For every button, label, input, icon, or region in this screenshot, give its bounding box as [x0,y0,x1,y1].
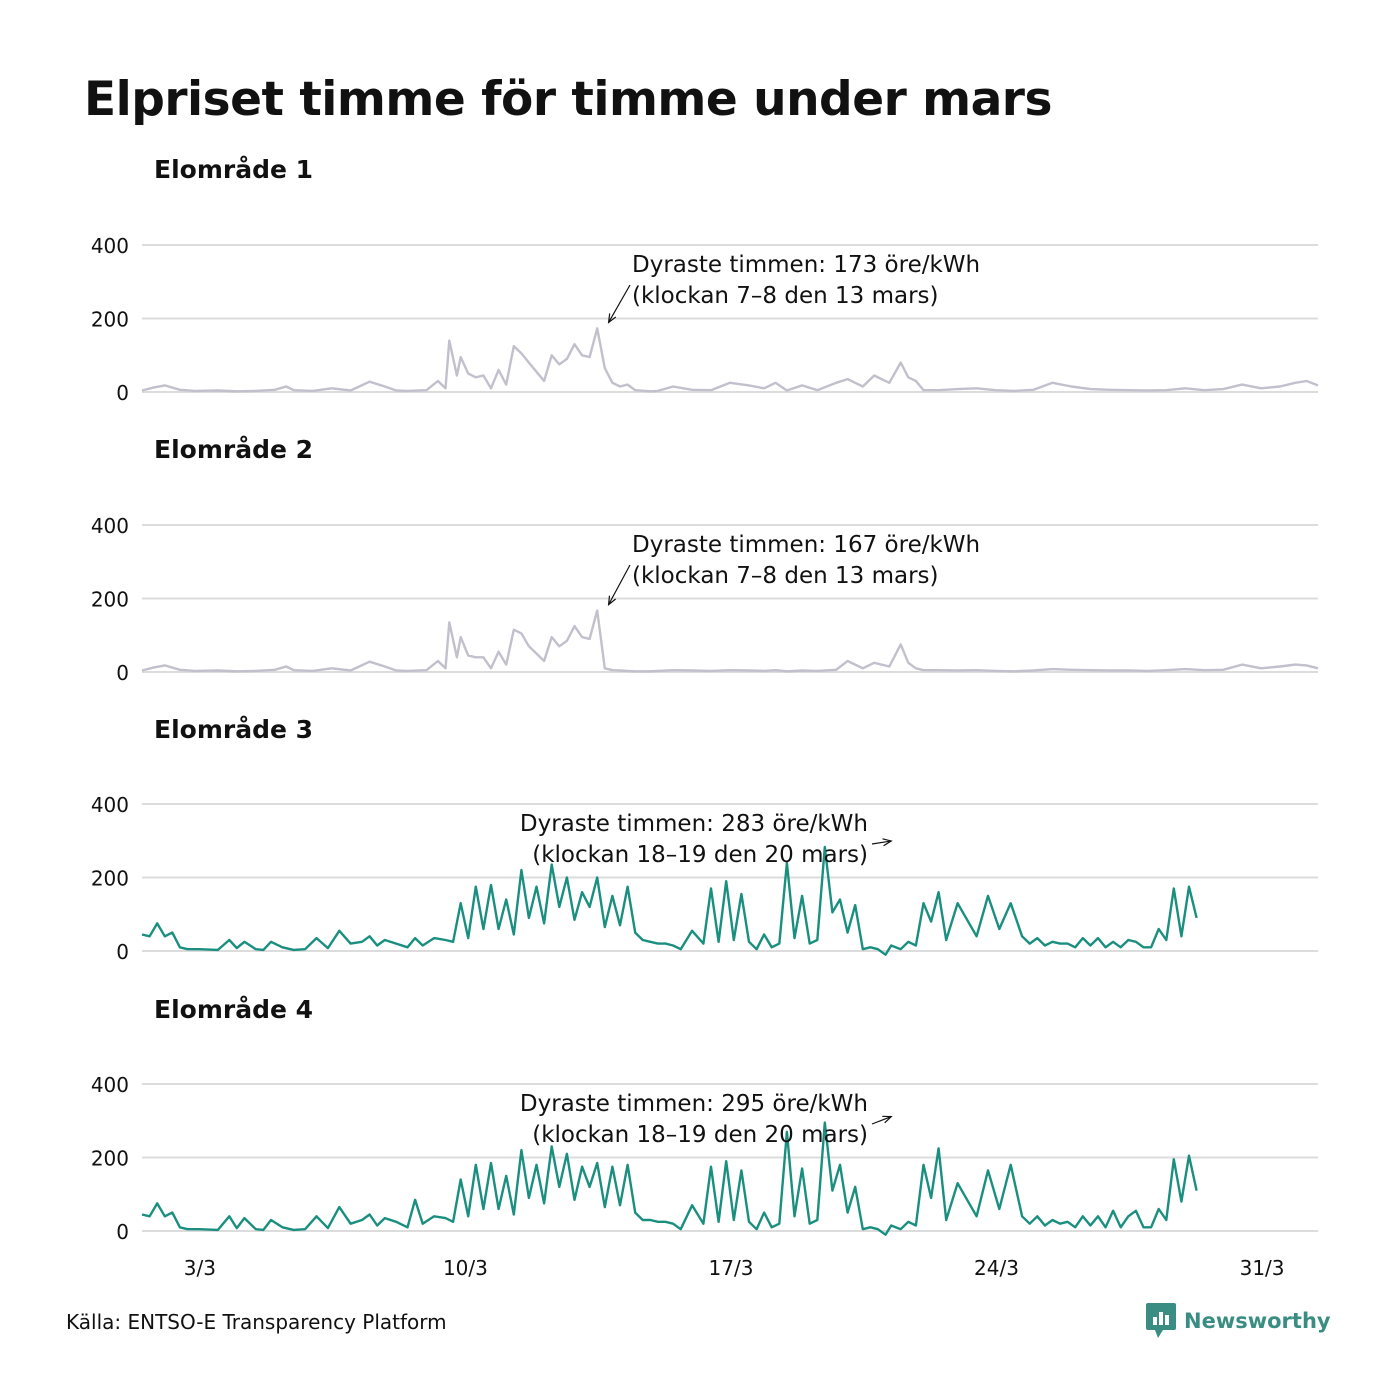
panel-title: Elområde 1 [154,155,313,184]
annotation-line-2: (klockan 7–8 den 13 mars) [632,563,939,589]
x-tick-label: 17/3 [709,1256,754,1280]
panel-title: Elområde 2 [154,435,313,464]
annotation-line-1: Dyraste timmen: 295 öre/kWh [520,1091,868,1117]
annotation-line-2: (klockan 18–19 den 20 mars) [532,1122,868,1148]
annotation-arrowhead [607,595,617,606]
panel-4: Elområde 4 0 200 400 Dyraste timmen: 295 öre… [91,995,1318,1244]
annotation-arrow [871,840,892,845]
panel-1: Elområde 1 0 200 400 Dyraste timmen: 173 öre… [91,155,1319,405]
annotation-line-2: (klockan 7–8 den 13 mars) [632,283,939,309]
panel-2: Elområde 2 0 200 400 Dyraste timmen: 167 öre… [91,435,1319,685]
y-tick-label: 0 [116,381,129,405]
chart-area: Elområde 1 0 200 400 Dyraste timmen: 173 öre… [91,155,1319,1280]
y-tick-label: 200 [91,308,129,332]
annotation-arrowhead [882,838,893,847]
y-tick-label: 400 [91,234,129,258]
x-tick-label: 24/3 [974,1256,1019,1280]
y-tick-label: 400 [91,514,129,538]
panel-3: Elområde 3 0 200 400 Dyraste timmen: 283 öre… [91,715,1318,964]
x-tick-label: 31/3 [1240,1256,1285,1280]
annotation-arrowhead [607,313,617,324]
brand-name: Newsworthy [1184,1309,1331,1333]
annotation-line-1: Dyraste timmen: 283 öre/kWh [520,811,868,837]
series-line [141,845,1198,956]
y-tick-label: 200 [91,867,129,891]
x-tick-label: 10/3 [443,1256,488,1280]
y-tick-label: 200 [91,1147,129,1171]
series-line [141,327,1319,393]
panel-title: Elområde 3 [154,715,313,744]
y-tick-label: 0 [116,1220,129,1244]
annotation-arrow [608,564,631,605]
y-tick-label: 0 [116,661,129,685]
x-tick-label: 3/3 [184,1256,216,1280]
series-line [141,609,1319,673]
panel-title: Elområde 4 [154,995,313,1024]
y-tick-label: 400 [91,793,129,817]
newsworthy-logo-icon [1146,1303,1176,1338]
annotation-line-1: Dyraste timmen: 173 öre/kWh [632,252,980,278]
chart-title: Elpriset timme för timme under mars [84,72,1052,127]
annotation-arrow [871,1116,892,1125]
source-note: Källa: ENTSO-E Transparency Platform [66,1310,447,1334]
series-line [141,1121,1198,1236]
annotation-arrow [608,284,631,323]
brand-logo: Newsworthy [1146,1303,1331,1339]
y-tick-label: 0 [116,940,129,964]
annotation-line-2: (klockan 18–19 den 20 mars) [532,842,868,868]
annotation-arrowhead [882,1115,893,1124]
y-tick-label: 400 [91,1073,129,1097]
annotation-line-1: Dyraste timmen: 167 öre/kWh [632,532,980,558]
y-tick-label: 200 [91,588,129,612]
